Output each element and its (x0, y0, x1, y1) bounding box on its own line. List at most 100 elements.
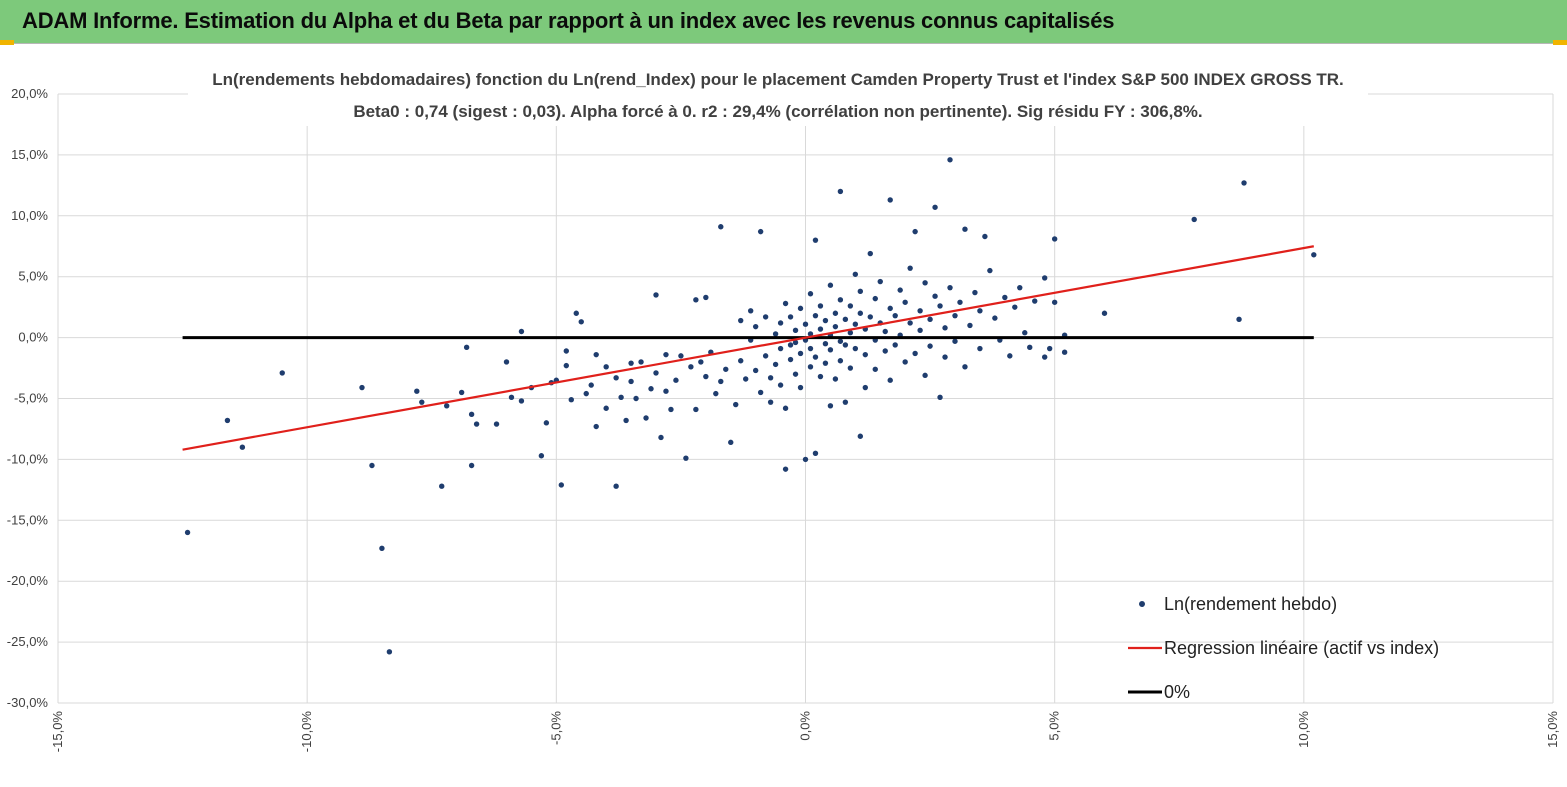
data-point (927, 343, 933, 349)
data-point (782, 300, 789, 307)
data-point (952, 338, 958, 344)
data-point (967, 322, 973, 329)
data-point (977, 345, 983, 352)
data-point (992, 315, 998, 321)
data-point (762, 314, 769, 320)
data-point (583, 390, 589, 397)
data-point (847, 365, 854, 371)
data-point (932, 204, 938, 210)
x-tick-label: -15,0% (50, 711, 65, 753)
data-point (738, 317, 744, 324)
data-point (877, 278, 883, 285)
data-point (782, 466, 789, 472)
data-point (1241, 180, 1247, 186)
data-point (777, 382, 784, 388)
data-point (807, 331, 814, 337)
data-point (882, 348, 888, 354)
data-point (952, 312, 958, 319)
data-point (882, 328, 888, 335)
data-point (578, 319, 584, 325)
chart-title: Ln(rendements hebdomadaires) fonction du… (212, 70, 1344, 89)
y-tick-label: -30,0% (7, 695, 49, 710)
data-point (907, 265, 913, 271)
data-point (827, 403, 834, 409)
data-point (518, 328, 525, 335)
regression-line (182, 245, 1314, 451)
y-tick-label: -15,0% (7, 512, 49, 527)
data-point (817, 373, 824, 380)
data-point (668, 406, 674, 413)
legend-label-scatter: Ln(rendement hebdo) (1164, 594, 1337, 614)
data-point (663, 351, 669, 358)
data-point (932, 293, 938, 299)
data-point (792, 339, 799, 346)
y-axis-ticks: 20,0% 15,0% 10,0% 5,0% 0,0% -5,0% -10,0% -15,0%… (7, 86, 49, 710)
data-point (887, 305, 893, 312)
data-point (857, 310, 864, 316)
data-point (757, 228, 764, 235)
data-point (703, 373, 709, 380)
data-point (757, 389, 764, 396)
data-point (1032, 298, 1038, 304)
x-tick-label: 5,0% (1047, 711, 1062, 741)
data-point (683, 455, 689, 461)
data-point (837, 358, 844, 364)
data-point (419, 399, 425, 405)
chart-subtitle: Beta0 : 0,74 (sigest : 0,03). Alpha forc… (353, 102, 1202, 121)
data-point (538, 453, 545, 459)
data-point (927, 316, 933, 323)
data-point (613, 483, 619, 489)
data-point (892, 312, 898, 319)
data-point (792, 327, 799, 333)
data-point (752, 323, 759, 330)
data-point (588, 382, 594, 388)
y-tick-label: -25,0% (7, 634, 49, 649)
y-tick-label: 5,0% (18, 269, 48, 284)
data-point (857, 433, 864, 439)
data-point (807, 345, 814, 352)
data-point (812, 354, 819, 360)
data-point (812, 450, 819, 457)
data-point (817, 303, 824, 309)
data-point (987, 267, 993, 274)
data-point (444, 403, 450, 409)
chart-legend: Ln(rendement hebdo) Regression linéaire (… (1128, 594, 1439, 702)
data-point (369, 462, 375, 469)
x-tick-label: -5,0% (548, 711, 563, 745)
data-point (693, 297, 699, 303)
data-point (558, 482, 565, 488)
data-point (857, 288, 864, 295)
data-point (458, 389, 465, 396)
data-point (1236, 316, 1242, 323)
y-tick-label: 20,0% (11, 86, 48, 101)
data-point (638, 359, 644, 365)
data-point (777, 320, 784, 326)
data-point (718, 378, 724, 385)
data-point (767, 375, 774, 381)
y-tick-label: -10,0% (7, 451, 49, 466)
data-point (942, 325, 948, 331)
data-point (1101, 310, 1108, 316)
data-point (852, 271, 859, 277)
data-point (842, 342, 849, 348)
data-point (902, 299, 908, 305)
data-point (847, 303, 854, 309)
data-point (239, 444, 246, 450)
data-point (613, 375, 619, 381)
data-point (957, 299, 963, 305)
x-tick-label: 0,0% (798, 711, 813, 741)
corner-marker-right (1553, 40, 1567, 45)
data-point (743, 376, 749, 382)
y-tick-label: 0,0% (18, 330, 48, 345)
data-point (643, 415, 649, 421)
y-tick-label: 10,0% (11, 208, 48, 223)
data-point (872, 295, 878, 302)
data-point (862, 351, 868, 358)
data-point (184, 529, 191, 536)
data-point (473, 421, 480, 427)
data-point (663, 388, 669, 394)
scatter-points (184, 157, 1317, 655)
data-point (812, 312, 819, 319)
data-point (658, 434, 664, 441)
